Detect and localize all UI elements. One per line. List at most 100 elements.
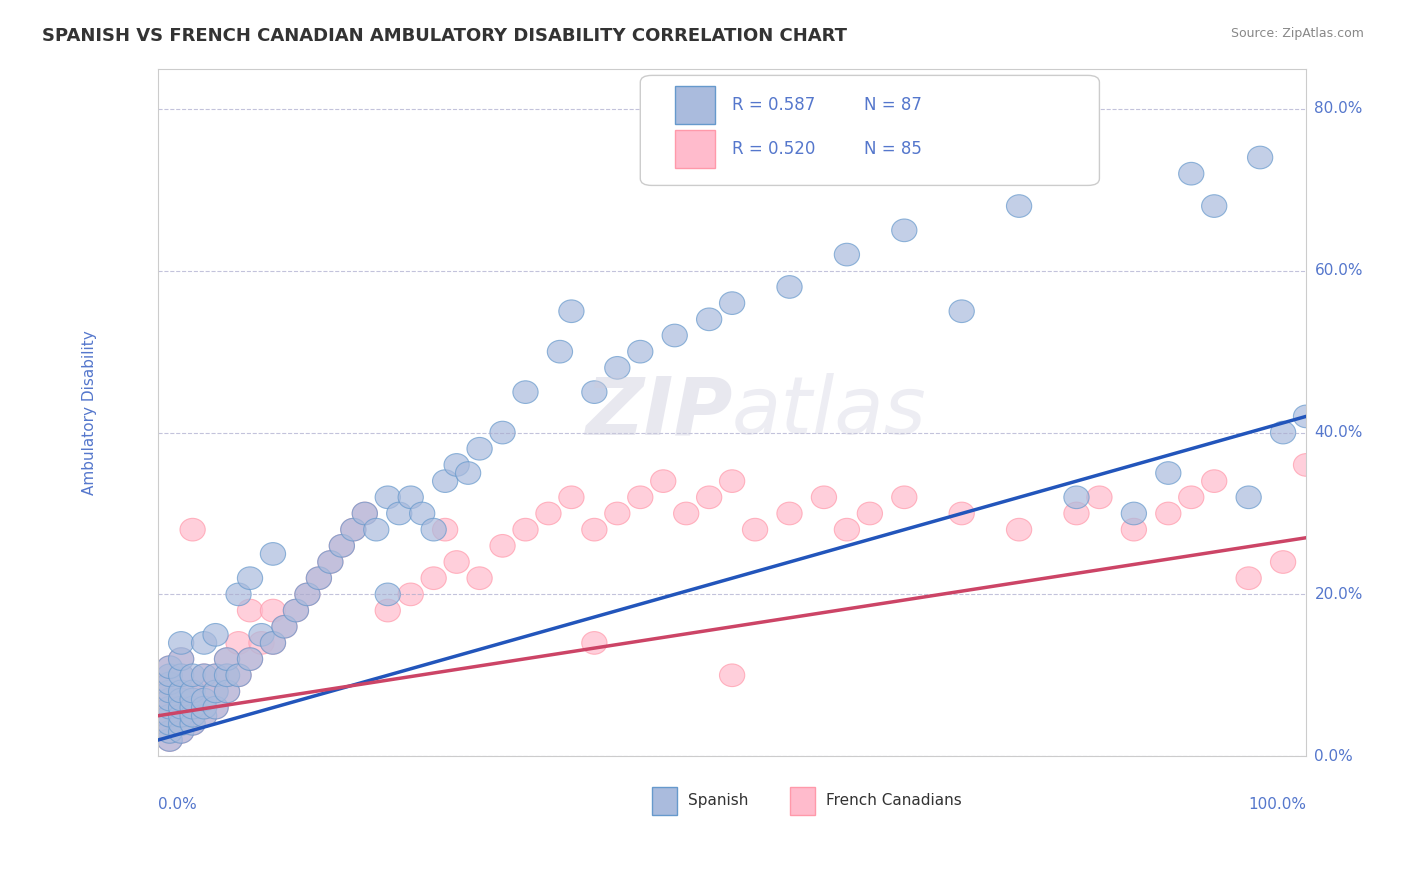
Ellipse shape bbox=[605, 357, 630, 379]
Ellipse shape bbox=[1236, 486, 1261, 508]
Ellipse shape bbox=[180, 680, 205, 703]
Ellipse shape bbox=[169, 648, 194, 671]
Ellipse shape bbox=[180, 713, 205, 735]
Ellipse shape bbox=[157, 729, 183, 751]
Ellipse shape bbox=[627, 341, 652, 363]
Ellipse shape bbox=[191, 697, 217, 719]
Ellipse shape bbox=[467, 437, 492, 460]
Ellipse shape bbox=[1064, 502, 1090, 524]
Ellipse shape bbox=[202, 664, 228, 687]
Ellipse shape bbox=[157, 664, 183, 687]
Ellipse shape bbox=[238, 567, 263, 590]
Ellipse shape bbox=[1178, 162, 1204, 185]
Text: atlas: atlas bbox=[733, 374, 927, 451]
Ellipse shape bbox=[226, 632, 252, 654]
Ellipse shape bbox=[582, 518, 607, 541]
Ellipse shape bbox=[169, 680, 194, 703]
Ellipse shape bbox=[157, 656, 183, 679]
Ellipse shape bbox=[157, 713, 183, 735]
Ellipse shape bbox=[215, 680, 239, 703]
Ellipse shape bbox=[169, 721, 194, 743]
Ellipse shape bbox=[444, 550, 470, 574]
Ellipse shape bbox=[157, 697, 183, 719]
Ellipse shape bbox=[398, 583, 423, 606]
Ellipse shape bbox=[696, 308, 721, 331]
Ellipse shape bbox=[295, 583, 321, 606]
Ellipse shape bbox=[202, 697, 228, 719]
Ellipse shape bbox=[157, 689, 183, 711]
Ellipse shape bbox=[180, 518, 205, 541]
Ellipse shape bbox=[352, 502, 377, 524]
Ellipse shape bbox=[180, 697, 205, 719]
Ellipse shape bbox=[180, 680, 205, 703]
Ellipse shape bbox=[157, 672, 183, 695]
Ellipse shape bbox=[364, 518, 389, 541]
Ellipse shape bbox=[489, 421, 515, 444]
Text: N = 85: N = 85 bbox=[865, 140, 922, 158]
Ellipse shape bbox=[673, 502, 699, 524]
Ellipse shape bbox=[169, 689, 194, 711]
Ellipse shape bbox=[720, 292, 745, 315]
Ellipse shape bbox=[157, 680, 183, 703]
Ellipse shape bbox=[191, 705, 217, 727]
Ellipse shape bbox=[260, 599, 285, 622]
Ellipse shape bbox=[157, 705, 183, 727]
Ellipse shape bbox=[811, 486, 837, 508]
Ellipse shape bbox=[180, 689, 205, 711]
Ellipse shape bbox=[249, 624, 274, 646]
Ellipse shape bbox=[283, 599, 308, 622]
Ellipse shape bbox=[1178, 486, 1204, 508]
Ellipse shape bbox=[340, 518, 366, 541]
Ellipse shape bbox=[1121, 518, 1146, 541]
Ellipse shape bbox=[456, 462, 481, 484]
Text: 20.0%: 20.0% bbox=[1315, 587, 1362, 602]
Ellipse shape bbox=[180, 697, 205, 719]
Ellipse shape bbox=[238, 648, 263, 671]
Ellipse shape bbox=[215, 648, 239, 671]
Ellipse shape bbox=[202, 664, 228, 687]
Ellipse shape bbox=[226, 583, 252, 606]
Text: 40.0%: 40.0% bbox=[1315, 425, 1362, 440]
Text: R = 0.587: R = 0.587 bbox=[733, 95, 815, 113]
Ellipse shape bbox=[169, 648, 194, 671]
Text: 80.0%: 80.0% bbox=[1315, 102, 1362, 117]
Ellipse shape bbox=[180, 713, 205, 735]
Ellipse shape bbox=[283, 599, 308, 622]
Ellipse shape bbox=[202, 624, 228, 646]
Ellipse shape bbox=[1294, 405, 1319, 428]
Ellipse shape bbox=[169, 705, 194, 727]
Ellipse shape bbox=[1156, 502, 1181, 524]
Ellipse shape bbox=[1294, 454, 1319, 476]
Ellipse shape bbox=[157, 656, 183, 679]
Ellipse shape bbox=[1236, 567, 1261, 590]
Text: R = 0.520: R = 0.520 bbox=[733, 140, 815, 158]
Ellipse shape bbox=[1007, 518, 1032, 541]
Ellipse shape bbox=[157, 697, 183, 719]
Ellipse shape bbox=[169, 713, 194, 735]
Ellipse shape bbox=[352, 502, 377, 524]
Ellipse shape bbox=[536, 502, 561, 524]
Ellipse shape bbox=[295, 583, 321, 606]
Ellipse shape bbox=[720, 664, 745, 687]
Ellipse shape bbox=[191, 680, 217, 703]
Ellipse shape bbox=[318, 550, 343, 574]
Ellipse shape bbox=[513, 518, 538, 541]
Ellipse shape bbox=[169, 632, 194, 654]
Text: French Canadians: French Canadians bbox=[827, 793, 962, 808]
Bar bbox=[675, 86, 714, 123]
Ellipse shape bbox=[891, 486, 917, 508]
Ellipse shape bbox=[1064, 486, 1090, 508]
Ellipse shape bbox=[180, 705, 205, 727]
Ellipse shape bbox=[307, 567, 332, 590]
Ellipse shape bbox=[558, 486, 583, 508]
Ellipse shape bbox=[157, 729, 183, 751]
Ellipse shape bbox=[949, 502, 974, 524]
Ellipse shape bbox=[1087, 486, 1112, 508]
Ellipse shape bbox=[180, 705, 205, 727]
Ellipse shape bbox=[627, 486, 652, 508]
Ellipse shape bbox=[180, 689, 205, 711]
Text: Source: ZipAtlas.com: Source: ZipAtlas.com bbox=[1230, 27, 1364, 40]
Ellipse shape bbox=[157, 721, 183, 743]
Ellipse shape bbox=[169, 697, 194, 719]
Ellipse shape bbox=[318, 550, 343, 574]
